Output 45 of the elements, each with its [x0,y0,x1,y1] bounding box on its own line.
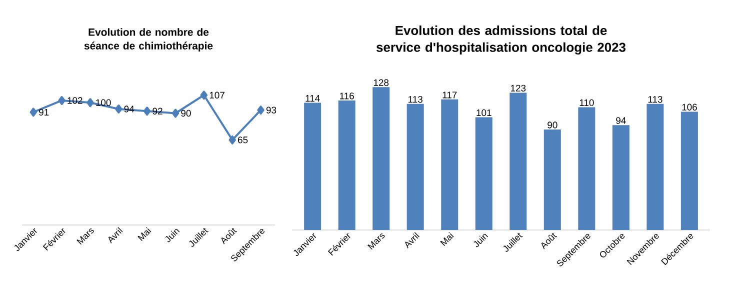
data-label: 106 [682,104,697,110]
data-label: 128 [374,79,389,86]
point [143,106,151,116]
point [58,96,66,105]
bar [680,112,698,230]
point [115,104,122,114]
data-label: 94 [616,117,626,124]
data-label: 123 [510,84,526,92]
data-label: 90 [548,122,558,128]
data-label: 65 [238,136,248,144]
bar [646,104,664,230]
point [172,108,180,118]
point [86,98,94,108]
data-label: 91 [39,108,49,116]
data-label: 107 [210,92,224,98]
data-label: 100 [96,99,111,106]
data-label: 114 [306,95,320,102]
data-label: 113 [648,96,662,103]
x-tick-label: Juin [474,234,488,248]
x-tick-label: Mai [440,232,454,246]
bar [578,107,596,230]
data-label: 117 [442,92,457,98]
bar [510,92,527,230]
chart-title: Evolution de nombre de séance de chimiothérapie [84,28,213,52]
bar [304,102,322,230]
chart-title: Evolution des admissions total de service d'hospitalisation oncologie 2023 [376,26,626,55]
data-label: 93 [266,106,276,114]
data-label: 110 [580,99,594,106]
point [257,106,264,115]
bar [372,87,390,230]
bar [441,99,458,230]
x-tick-label: Juin [165,228,180,242]
bar [612,125,630,230]
bar [475,117,492,230]
data-label: 113 [408,96,422,103]
point [30,108,37,117]
data-label: 116 [340,92,354,100]
bar [544,130,561,230]
bar [406,104,424,230]
data-label: 90 [181,110,191,117]
bar [338,100,356,230]
point [228,135,236,144]
point [200,90,208,100]
data-label: 101 [476,109,492,116]
x-tick-label: Mai [138,227,152,241]
